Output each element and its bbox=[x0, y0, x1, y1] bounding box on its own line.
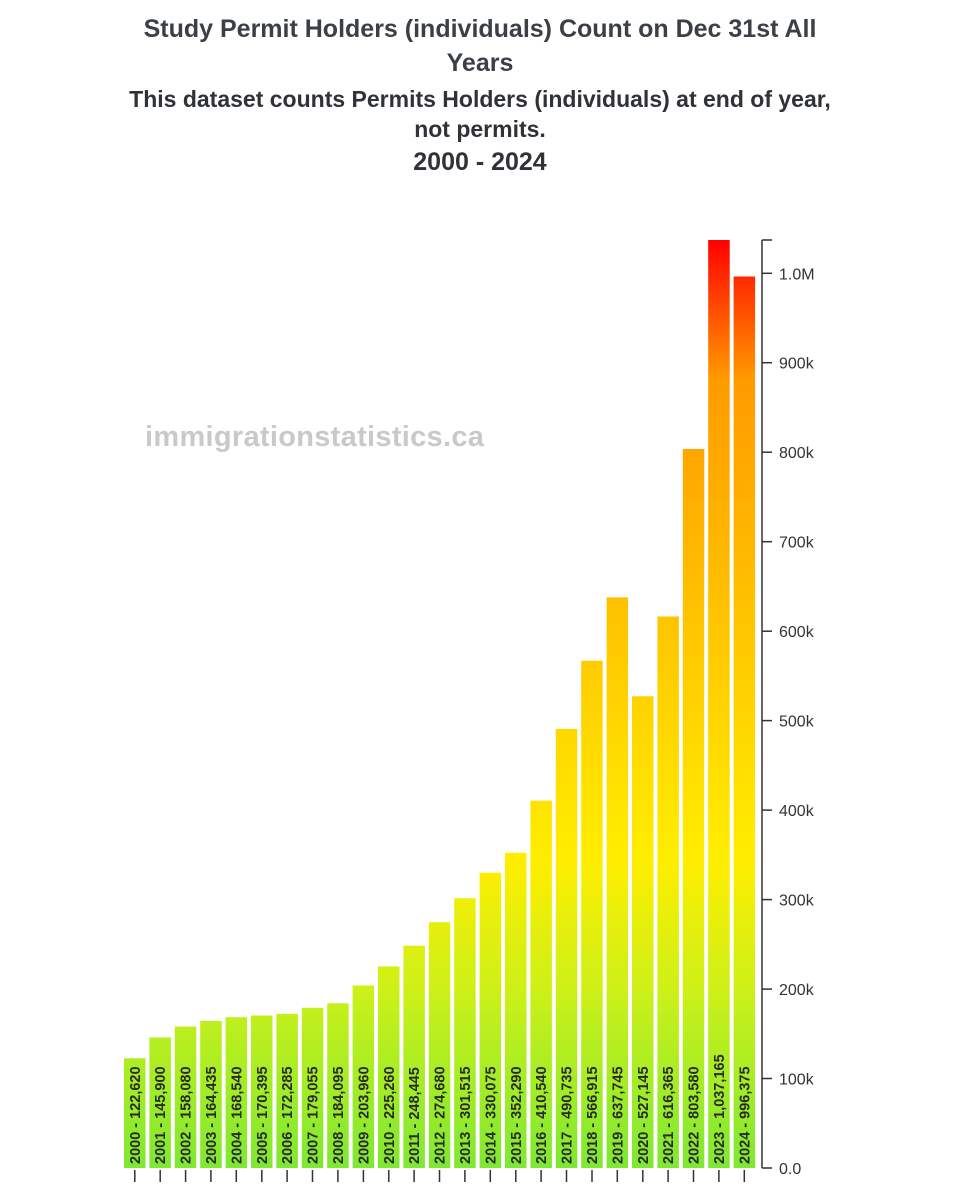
bar-2015 bbox=[505, 852, 527, 1168]
chart-subtitle-line-2: not permits. bbox=[414, 116, 546, 142]
bar-label-2016: 2016 - 410,540 bbox=[534, 1066, 550, 1164]
bar-2014 bbox=[479, 872, 502, 1168]
bar-label-2014: 2014 - 330,075 bbox=[483, 1066, 499, 1164]
bar-label-2022: 2022 - 803,580 bbox=[687, 1066, 703, 1164]
chart-subtitle-line-1: This dataset counts Permits Holders (ind… bbox=[129, 86, 831, 112]
bar-2007 bbox=[301, 1007, 324, 1168]
bar-2011 bbox=[403, 945, 425, 1168]
bar-label-2008: 2008 - 184,095 bbox=[331, 1066, 347, 1164]
bar-label-2010: 2010 - 225,260 bbox=[382, 1066, 398, 1164]
bar-2016 bbox=[530, 800, 552, 1168]
bar-label-2007: 2007 - 179,055 bbox=[306, 1066, 322, 1164]
bar-label-2012: 2012 - 274,680 bbox=[433, 1066, 449, 1164]
bar-label-2004: 2004 - 168,540 bbox=[229, 1066, 245, 1164]
y-tick-label-0: 0.0 bbox=[779, 1161, 801, 1178]
bar-label-2017: 2017 - 490,735 bbox=[560, 1066, 576, 1164]
bar-label-2011: 2011 - 248,445 bbox=[407, 1067, 423, 1164]
bar-label-2000: 2000 - 122,620 bbox=[128, 1066, 144, 1164]
bar-2002 bbox=[174, 1026, 197, 1168]
chart-title-line-1: Study Permit Holders (individuals) Count… bbox=[143, 15, 817, 43]
bar-2024 bbox=[733, 276, 756, 1168]
y-tick-label-9: 900k bbox=[779, 356, 815, 373]
chart-subtitle: This dataset counts Permits Holders (ind… bbox=[0, 84, 960, 144]
y-tick-label-10: 1.0M bbox=[779, 266, 815, 283]
bar-2009 bbox=[352, 985, 375, 1168]
bar-label-2013: 2013 - 301,515 bbox=[458, 1066, 474, 1164]
y-tick-label-7: 700k bbox=[779, 535, 815, 552]
bar-label-2024: 2024 - 996,375 bbox=[737, 1066, 753, 1164]
watermark-text: immigrationstatistics.ca bbox=[145, 421, 485, 453]
bar-label-2019: 2019 - 637,745 bbox=[610, 1066, 626, 1164]
bar-label-2002: 2002 - 158,080 bbox=[179, 1066, 195, 1164]
bar-2017 bbox=[555, 728, 578, 1168]
bar-2006 bbox=[276, 1013, 298, 1168]
bar-label-2006: 2006 - 172,285 bbox=[280, 1066, 296, 1164]
bar-2019 bbox=[606, 597, 629, 1168]
bar-label-2009: 2009 - 203,960 bbox=[356, 1066, 372, 1164]
bars-group bbox=[124, 240, 756, 1168]
bar-2022 bbox=[682, 449, 705, 1168]
y-tick-label-8: 800k bbox=[779, 445, 815, 462]
bar-label-2015: 2015 - 352,290 bbox=[509, 1066, 525, 1164]
bar-2023 bbox=[708, 240, 730, 1168]
bar-label-2018: 2018 - 566,915 bbox=[585, 1066, 601, 1164]
bar-2001 bbox=[149, 1037, 171, 1168]
year-range-label: 2000 - 2024 bbox=[413, 148, 547, 176]
y-tick-label-5: 500k bbox=[779, 714, 815, 731]
x-axis bbox=[134, 1170, 746, 1182]
bar-label-2003: 2003 - 164,435 bbox=[204, 1066, 220, 1164]
bar-2008 bbox=[327, 1003, 349, 1168]
bar-2020 bbox=[632, 696, 654, 1168]
bar-2000 bbox=[124, 1058, 146, 1168]
bar-label-2001: 2001 - 145,900 bbox=[153, 1066, 169, 1164]
bar-2003 bbox=[200, 1020, 222, 1168]
y-axis: 0.0 100k 200k 300k 400k 500k 600k 700k 800k 900k 1… bbox=[761, 239, 815, 1178]
y-tick-label-2: 200k bbox=[779, 982, 815, 999]
bar-label-2020: 2020 - 527,145 bbox=[636, 1066, 652, 1164]
bar-2021 bbox=[657, 616, 679, 1168]
y-tick-label-6: 600k bbox=[779, 624, 815, 641]
bar-2010 bbox=[378, 966, 400, 1168]
y-tick-label-3: 300k bbox=[779, 893, 815, 910]
bar-2018 bbox=[581, 660, 603, 1168]
chart-title-line-2: Years bbox=[446, 49, 514, 77]
bar-label-2023: 2023 - 1,037,165 bbox=[712, 1054, 728, 1164]
chart-title: Study Permit Holders (individuals) Count… bbox=[0, 12, 960, 80]
y-tick-label-4: 400k bbox=[779, 803, 815, 820]
bar-2004 bbox=[225, 1017, 248, 1168]
bar-label-2021: 2021 - 616,365 bbox=[661, 1066, 677, 1164]
bar-label-2005: 2005 - 170,395 bbox=[255, 1066, 271, 1164]
bar-2005 bbox=[251, 1015, 273, 1168]
bar-2013 bbox=[454, 898, 476, 1168]
y-tick-label-1: 100k bbox=[779, 1072, 815, 1089]
bar-2012 bbox=[428, 922, 451, 1168]
bar-labels-group: 2000 - 122,620 2001 - 145,900 2002 - 158,0… bbox=[128, 1054, 753, 1164]
